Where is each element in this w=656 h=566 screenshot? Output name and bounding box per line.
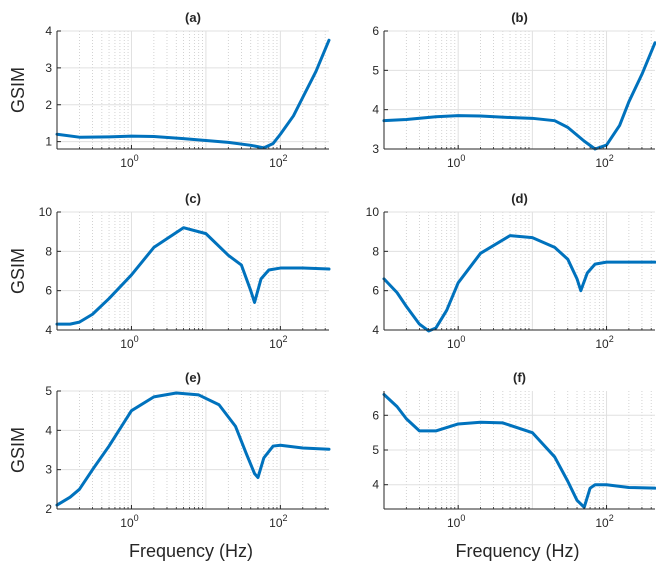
x-tick-label: 100 [120,153,138,170]
x-axis-label: Frequency (Hz) [455,541,579,561]
y-tick-label: 5 [372,443,379,457]
y-tick-label: 5 [372,63,379,77]
y-tick-label: 6 [372,408,379,422]
x-tick-label: 102 [269,513,287,530]
y-tick-label: 4 [372,323,379,337]
subplot-title: (c) [185,191,201,206]
y-tick-label: 8 [45,244,52,258]
subplot-title: (a) [185,10,201,25]
y-tick-label: 4 [372,478,379,492]
series-line [55,38,331,150]
series-line [55,226,331,326]
y-tick-label: 2 [45,98,52,112]
x-tick-label: 100 [447,513,465,530]
y-tick-label: 6 [45,284,52,298]
y-tick-label: 1 [45,135,52,149]
x-tick-label: 102 [595,513,613,530]
y-tick-label: 4 [45,323,52,337]
series-line [382,234,656,333]
y-tick-label: 3 [45,463,52,477]
y-tick-label: 8 [372,244,379,258]
x-tick-label: 102 [595,153,613,170]
subplot-b: 100 102 3 4 5 6 (b) [372,10,656,170]
subplot-e: 100 102 2 3 4 5 (e) GSIM Frequency (Hz) [8,370,331,561]
y-axis-label: GSIM [8,67,28,113]
y-tick-label: 4 [372,103,379,117]
y-tick-label: 3 [45,61,52,75]
subplot-a: 100 102 1 2 3 4 (a) GSIM [8,10,331,170]
x-tick-label: 100 [120,513,138,530]
subplot-c: 100 102 4 6 8 10 (c) GSIM [8,191,331,351]
y-tick-label: 4 [45,24,52,38]
x-axis-label: Frequency (Hz) [129,541,253,561]
y-axis-label: GSIM [8,427,28,473]
y-tick-label: 6 [372,284,379,298]
x-tick-label: 102 [269,334,287,351]
subplot-f: 100 102 4 5 6 (f) Frequency (Hz) [372,370,656,561]
y-tick-label: 5 [45,384,52,398]
subplot-title: (e) [185,370,201,385]
y-tick-label: 10 [39,205,53,219]
y-axis-label: GSIM [8,248,28,294]
subplot-title: (b) [511,10,528,25]
series-line [382,392,656,509]
x-tick-label: 102 [595,334,613,351]
y-tick-label: 3 [372,142,379,156]
x-tick-label: 102 [269,153,287,170]
series-line [382,41,656,151]
x-tick-label: 100 [447,153,465,170]
x-tick-label: 100 [447,334,465,351]
y-tick-label: 2 [45,502,52,516]
y-tick-label: 6 [372,24,379,38]
x-tick-label: 100 [120,334,138,351]
y-tick-label: 4 [45,423,52,437]
subplot-title: (d) [511,191,528,206]
y-tick-label: 10 [366,205,380,219]
subplot-title: (f) [513,370,526,385]
subplot-d: 100 102 4 6 8 10 (d) [366,191,656,351]
series-line [55,391,331,507]
